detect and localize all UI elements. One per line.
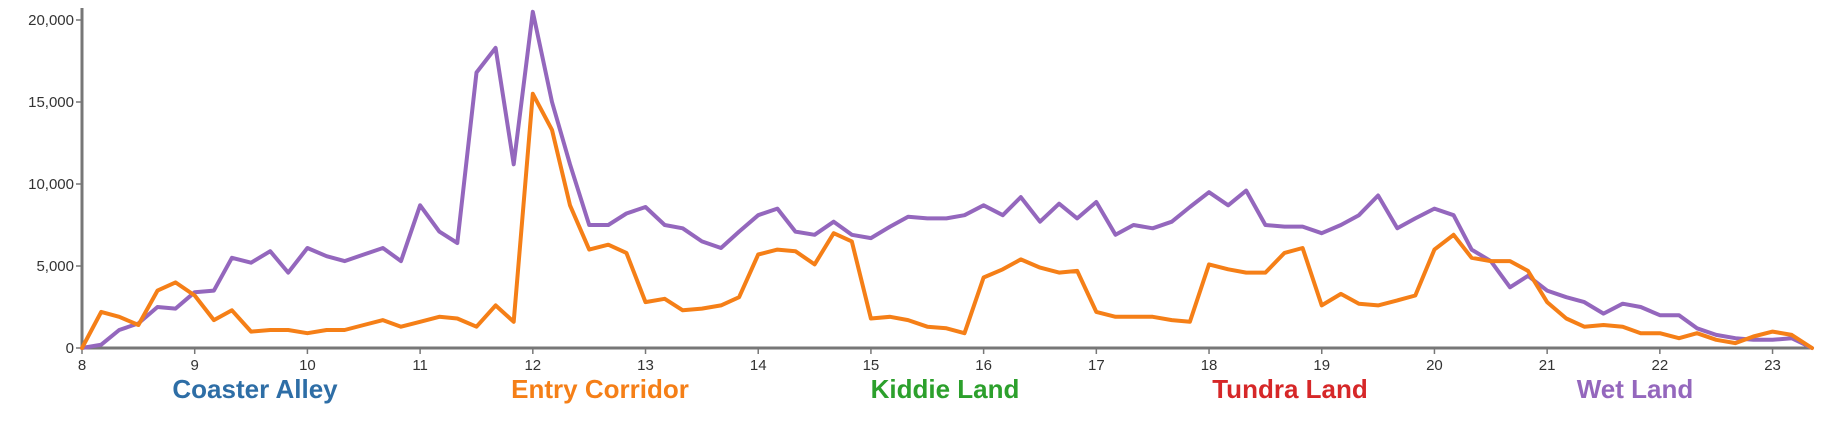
y-tick-label: 0 [66,340,74,357]
x-tick-label: 10 [299,357,316,374]
x-tick-label: 15 [863,357,880,374]
legend-item-tundra-land[interactable]: Tundra Land [1212,374,1368,404]
x-tick-label: 17 [1088,357,1105,374]
series-layer [80,9,1814,350]
series-line-entry-corridor [80,91,1814,350]
y-tick-label: 5,000 [36,258,74,275]
y-tick-label: 15,000 [28,94,74,111]
x-tick-label: 14 [750,357,767,374]
legend-item-entry-corridor[interactable]: Entry Corridor [511,374,689,404]
y-tick-label: 10,000 [28,176,74,193]
x-tick-label: 11 [412,357,428,374]
legend-item-kiddie-land[interactable]: Kiddie Land [871,374,1020,404]
x-tick-label: 22 [1652,357,1669,374]
x-tick-label: 20 [1426,357,1443,374]
x-tick-label: 9 [191,357,199,374]
x-axis: 8 9 10 11 12 13 14 15 16 17 18 19 20 21 22 23 [78,346,1812,374]
y-tick-label: 20,000 [28,12,74,29]
x-tick-label: 19 [1313,357,1330,374]
x-tick-label: 13 [637,357,654,374]
legend-item-coaster-alley[interactable]: Coaster Alley [172,374,338,404]
series-line-wet-land [80,9,1814,350]
x-tick-label: 18 [1201,357,1218,374]
x-tick-label: 8 [78,357,86,374]
x-tick-label: 23 [1764,357,1781,374]
legend-item-wet-land[interactable]: Wet Land [1577,374,1694,404]
x-tick-label: 16 [975,357,992,374]
legend: Coaster Alley Entry Corridor Kiddie Land Tu… [172,374,1693,404]
x-tick-label: 21 [1539,357,1556,374]
x-tick-label: 12 [524,357,541,374]
y-axis: 0 5,000 10,000 15,000 20,000 [28,8,84,357]
